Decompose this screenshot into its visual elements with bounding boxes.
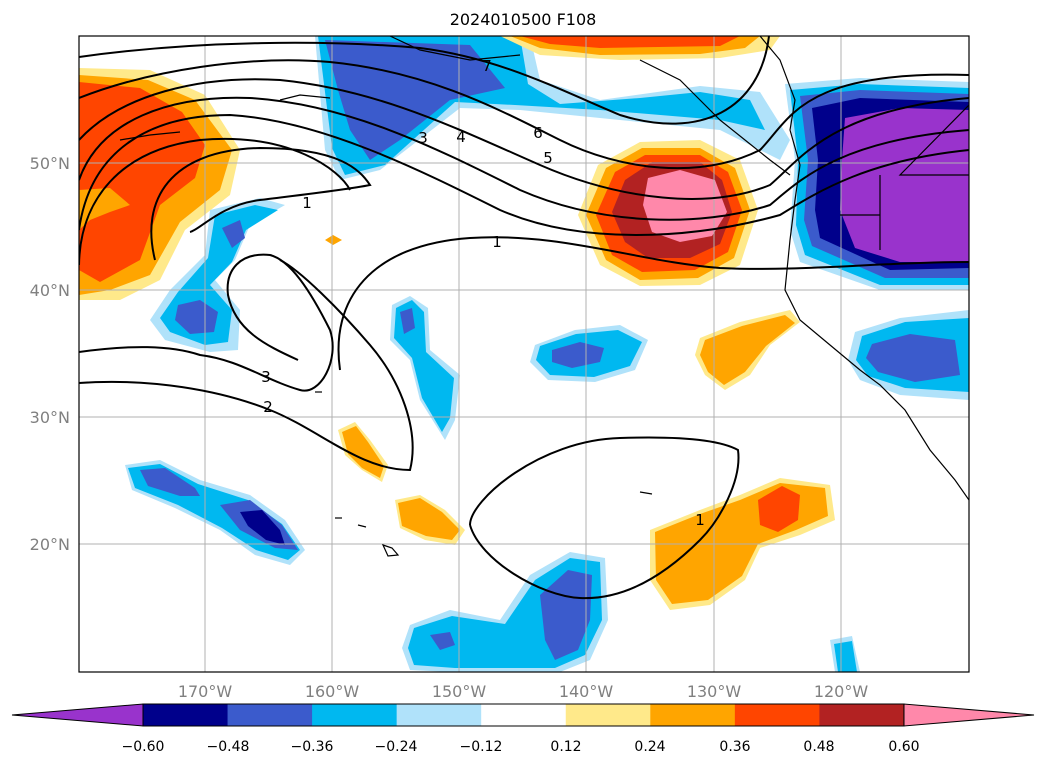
colorbar-extend-low <box>11 703 144 727</box>
height-contours <box>79 36 969 600</box>
lon-label-140w: 140°W <box>559 682 614 701</box>
lon-label-150w: 150°W <box>432 682 487 701</box>
colorbar-segment <box>481 704 567 726</box>
contour-label-3-south: 3 <box>261 368 271 386</box>
colorbar-segment <box>734 704 820 726</box>
lat-label-40n: 40°N <box>30 281 70 300</box>
coastlines <box>119 36 969 557</box>
colorbar-segment <box>650 704 736 726</box>
colorbar-border <box>142 703 905 727</box>
contour-label-3-north: 3 <box>418 129 428 147</box>
colorbar-label-060: 0.60 <box>888 739 919 755</box>
map-panel: 7 6 5 4 3 1 1 3 2 1 <box>78 35 970 673</box>
contour-label-1-center: 1 <box>492 233 502 251</box>
colorbar-label-neg060: −0.60 <box>122 739 165 755</box>
colorbar-label-neg012: −0.12 <box>460 739 503 755</box>
lon-label-160w: 160°W <box>305 682 360 701</box>
lon-label-130w: 130°W <box>687 682 742 701</box>
longitude-labels: 170°W 160°W 150°W 140°W 130°W 120°W <box>178 682 869 701</box>
colorbar-labels: −0.60 −0.48 −0.36 −0.24 −0.12 0.12 0.24 … <box>122 739 920 755</box>
colorbar-extend-high <box>903 703 1035 727</box>
contour-label-2: 2 <box>263 398 273 416</box>
contour-label-1-west: 1 <box>302 194 312 212</box>
contour-label-4: 4 <box>456 128 466 146</box>
lon-label-120w: 120°W <box>814 682 869 701</box>
colorbar-label-neg036: −0.36 <box>291 739 334 755</box>
colorbar-label-024: 0.24 <box>634 739 665 755</box>
colorbar-segment <box>312 704 398 726</box>
colorbar-segment <box>396 704 482 726</box>
lat-label-30n: 30°N <box>30 408 70 427</box>
colorbar-label-neg048: −0.48 <box>207 739 250 755</box>
contour-label-7: 7 <box>482 57 492 75</box>
contour-label-6: 6 <box>533 124 543 142</box>
contour-label-5: 5 <box>543 149 553 167</box>
contour-label-1-southeast: 1 <box>695 511 705 529</box>
lon-label-170w: 170°W <box>178 682 233 701</box>
colorbar <box>11 703 1035 727</box>
colorbar-label-036: 0.36 <box>719 739 750 755</box>
latitude-labels: 50°N 40°N 30°N 20°N <box>30 154 70 554</box>
colorbar-segment <box>819 704 905 726</box>
colorbar-label-048: 0.48 <box>803 739 834 755</box>
colorbar-segment <box>143 704 229 726</box>
lat-label-50n: 50°N <box>30 154 70 173</box>
colorbar-label-012: 0.12 <box>550 739 581 755</box>
colorbar-segment <box>565 704 651 726</box>
contour-labels: 7 6 5 4 3 1 1 3 2 1 <box>261 57 705 529</box>
colorbar-label-neg024: −0.24 <box>375 739 418 755</box>
anomaly-shading <box>79 36 969 672</box>
map-title: 2024010500 F108 <box>450 10 597 29</box>
lat-label-20n: 20°N <box>30 535 70 554</box>
colorbar-segment <box>227 704 313 726</box>
